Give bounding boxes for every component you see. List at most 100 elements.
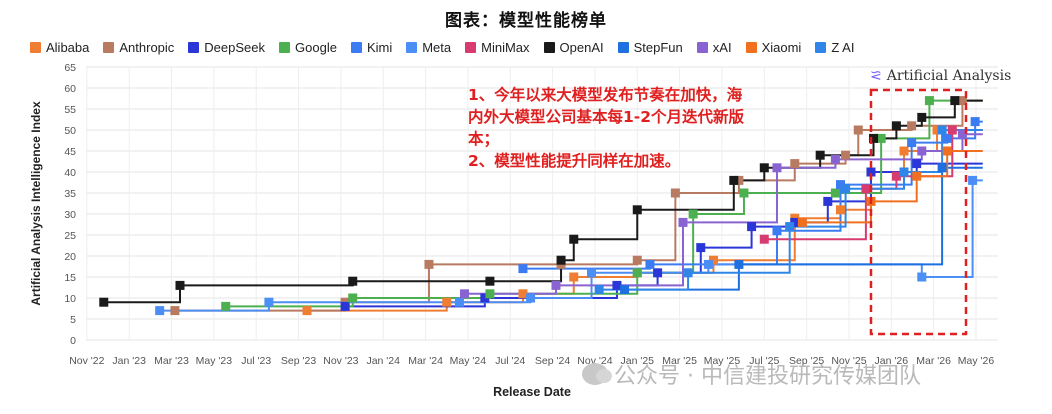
legend-item[interactable]: Google [279,40,337,55]
data-point [759,163,769,173]
data-point [442,297,452,307]
legend-item[interactable]: Xiaomi [745,40,801,55]
legend-item[interactable]: StepFun [617,40,683,55]
series-line-minimax [764,129,983,241]
data-point [734,175,744,185]
data-point [518,264,528,274]
y-axis-label: Artificial Analysis Intelligence Index [29,101,43,306]
data-point [612,280,622,290]
data-point [947,125,957,135]
data-point [907,138,917,148]
legend-item[interactable]: OpenAI [543,40,604,55]
legend-swatch [745,42,757,53]
x-tick-label: Nov '23 [323,355,358,367]
page-title: 图表：模型性能榜单 [445,11,607,31]
legend-swatch [543,42,555,53]
data-point [569,272,579,282]
data-point [917,146,927,156]
legend-label: Z AI [831,40,855,55]
legend-swatch [350,42,362,53]
legend-swatch [279,42,291,53]
data-point [460,289,470,299]
x-tick-label: Sep '25 [789,355,824,367]
data-point [797,217,807,227]
legend-swatch [815,42,827,53]
data-point [772,226,782,236]
data-point [869,133,879,143]
data-point [785,222,795,232]
legend-label: Alibaba [46,40,90,55]
y-tick-label: 5 [70,314,76,326]
legend-item[interactable]: MiniMax [465,40,530,55]
legend-item[interactable]: Meta [406,40,451,55]
data-point [835,180,845,190]
legend-item[interactable]: xAI [696,40,732,55]
data-point [772,163,782,173]
legend-swatch [696,42,708,53]
data-point [734,259,744,269]
legend-swatch [617,42,629,53]
legend-label: xAI [712,40,732,55]
data-point [917,112,927,122]
data-point [696,243,706,253]
brand-name: Artificial Analysis [886,68,1012,84]
x-tick-label: Mar '24 [408,355,443,367]
brand-logo: ⪝ Artificial Analysis [870,68,1011,84]
x-tick-label: Mar '26 [916,355,951,367]
annotation-line-4: 2、模型性能提升同样在加速。 [468,152,681,170]
legend-item[interactable]: Alibaba [30,40,89,55]
data-point [932,125,942,135]
data-point [970,117,980,127]
data-point [620,285,630,295]
legend-swatch [30,42,41,53]
data-point [835,205,845,215]
annotation-line-1: 1、今年以来大模型发布节奏在加快，海 [468,86,743,104]
data-point [924,96,934,106]
data-point [340,301,350,311]
data-point [264,297,274,307]
annotation-line-3: 本； [468,130,500,148]
legend-item[interactable]: DeepSeek [188,40,265,55]
data-point [937,125,947,135]
data-point [485,276,495,286]
data-point [747,222,757,232]
data-point [830,154,840,164]
data-point [861,184,871,194]
data-point [632,268,642,278]
x-tick-label: May '23 [196,355,233,367]
brand-icon: ⪝ [870,68,882,84]
x-tick-label: Nov '24 [577,355,612,367]
legend-label: Anthropic [119,40,175,55]
legend-label: StepFun [633,40,683,55]
data-point [957,129,967,139]
legend-item[interactable]: Z AI [815,40,854,55]
data-point [170,306,180,316]
data-point [942,146,952,156]
x-tick-label: Sep '23 [281,355,316,367]
data-point [99,297,109,307]
data-point [348,293,358,303]
data-point [841,184,851,194]
y-tick-label: 20 [64,251,76,263]
y-tick-label: 15 [64,272,76,284]
data-point [876,133,886,143]
data-point [899,167,909,177]
data-point [424,259,434,269]
chart-legend: Alibaba Anthropic DeepSeek Google Kimi Meta Mi… [30,40,854,55]
data-point [348,276,358,286]
legend-label: MiniMax [481,40,530,55]
x-axis-label: Release Date [493,385,571,399]
data-point [899,146,909,156]
legend-label: DeepSeek [204,40,266,55]
x-tick-label: Sep '24 [535,355,570,367]
x-tick-label: Jan '26 [875,355,909,367]
watermark: 公众号 · 中信建投研究传媒团队 [582,358,921,390]
data-point [841,150,851,160]
data-point [518,289,528,299]
data-point [823,196,833,206]
legend-item[interactable]: Kimi [350,40,392,55]
data-point [653,268,663,278]
y-tick-label: 40 [64,167,76,179]
legend-item[interactable]: Anthropic [103,40,174,55]
